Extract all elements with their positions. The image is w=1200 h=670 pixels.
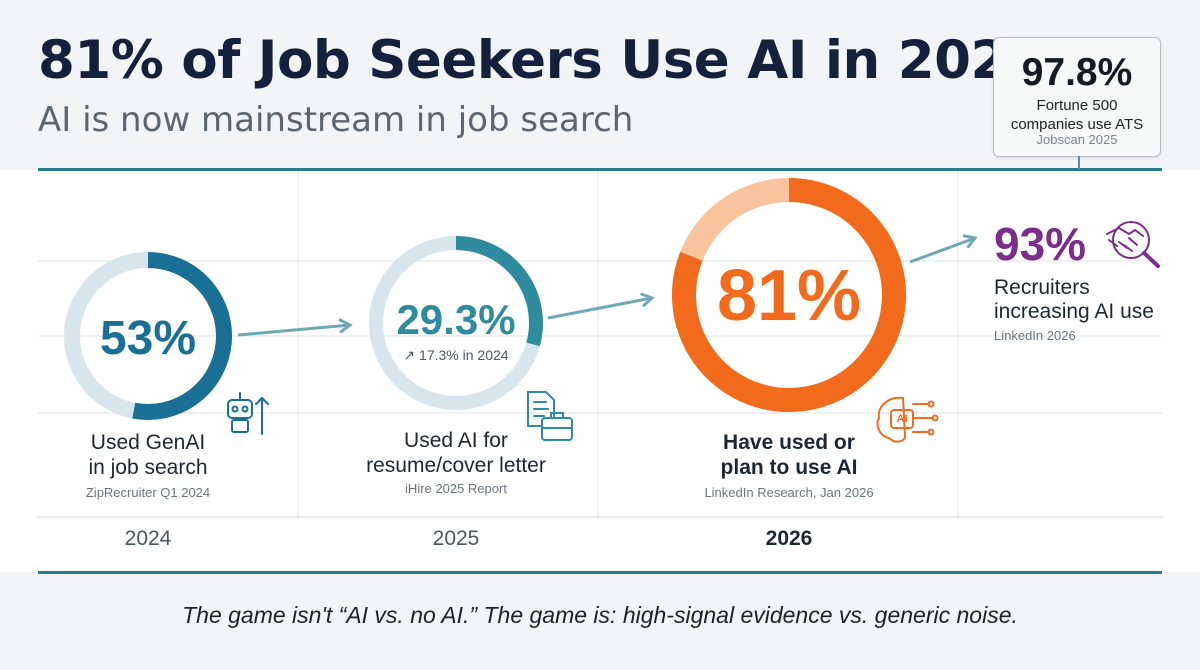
ats-callout-box: 97.8% Fortune 500 companies use ATS Jobs… — [993, 37, 1161, 157]
connector-arrowhead-2 — [962, 234, 978, 249]
ring-arc-2025 — [455, 236, 543, 347]
growth-arrow-icon — [255, 396, 269, 435]
recruiters-stat-label-line2: increasing AI use — [994, 300, 1154, 323]
callout-connector — [1078, 156, 1080, 169]
ring-label-2026-line1: Have used or — [723, 431, 855, 454]
ring-arc-2024 — [132, 252, 232, 420]
ring-source-2026: LinkedIn Research, Jan 2026 — [704, 485, 873, 500]
year-label-2024: 2024 — [125, 527, 172, 550]
top-divider — [38, 168, 1162, 171]
ats-callout-label-line2: companies use ATS — [1010, 116, 1144, 133]
recruiters-stat-label-line1: Recruiters — [994, 276, 1090, 299]
document-lines — [533, 401, 549, 417]
magnifier-handle — [1142, 251, 1160, 268]
circuit-node-2 — [931, 414, 939, 422]
page-subtitle: AI is now mainstream in job search — [38, 100, 634, 140]
ring-prior-2025: ↗ 17.3% in 2024 — [403, 347, 508, 363]
handshake-lines — [1106, 226, 1144, 252]
ring-source-2024: ZipRecruiter Q1 2024 — [86, 485, 210, 500]
robot-body — [231, 419, 249, 433]
ring-arc-2026 — [672, 178, 906, 412]
brain-outline — [876, 396, 907, 443]
ring-label-2024-line2: in job search — [88, 456, 207, 479]
ats-callout-label-line1: Fortune 500 — [1036, 97, 1118, 114]
robot-eye-right — [241, 405, 249, 413]
connector-arrow-0 — [237, 323, 351, 337]
circuit-node-3 — [927, 428, 935, 436]
robot-icon — [227, 392, 269, 435]
recruiters-stat-source: LinkedIn 2026 — [994, 328, 1076, 343]
chart-panel — [0, 170, 1200, 572]
document-briefcase-icon — [527, 391, 573, 441]
ring-value-2025: 29.3% — [396, 296, 515, 343]
ring-label-2025-line1: Used AI for — [404, 429, 508, 452]
ai-chip-text: AI — [897, 413, 908, 425]
ring-value-2024: 53% — [100, 312, 196, 365]
year-label-2025: 2025 — [433, 527, 480, 550]
bottom-divider — [38, 571, 1162, 574]
connector-arrow-2 — [909, 236, 976, 264]
ring-label-2024-line1: Used GenAI — [91, 431, 205, 454]
connector-arrowhead-1 — [640, 292, 655, 307]
circuit-lines — [912, 403, 934, 433]
recruiters-stat-value: 93% — [994, 218, 1086, 270]
handshake-search-icon — [1106, 221, 1160, 268]
ring-source-2025: iHire 2025 Report — [405, 481, 507, 496]
ats-callout-label: Fortune 500 companies use ATS — [998, 96, 1156, 134]
page-title: 81% of Job Seekers Use AI in 2026 — [38, 30, 1044, 91]
robot-eye-left — [231, 405, 239, 413]
connector-arrowhead-0 — [338, 318, 353, 334]
year-label-2026: 2026 — [766, 527, 813, 550]
ring-label-2026-line2: plan to use AI — [721, 456, 858, 479]
connector-arrow-1 — [547, 296, 653, 320]
ats-callout-source: Jobscan 2025 — [1036, 132, 1118, 147]
briefcase-handle — [541, 412, 573, 429]
footer-quote: The game isn't “AI vs. no AI.” The game … — [182, 602, 1018, 628]
circuit-node-1 — [927, 400, 935, 408]
ring-label-2025-line2: resume/cover letter — [366, 454, 546, 477]
ats-callout-value: 97.8% — [1021, 51, 1133, 94]
ring-value-2026: 81% — [717, 256, 861, 336]
ai-brain-icon: AI — [876, 396, 939, 443]
magnifier-lens — [1112, 221, 1150, 259]
